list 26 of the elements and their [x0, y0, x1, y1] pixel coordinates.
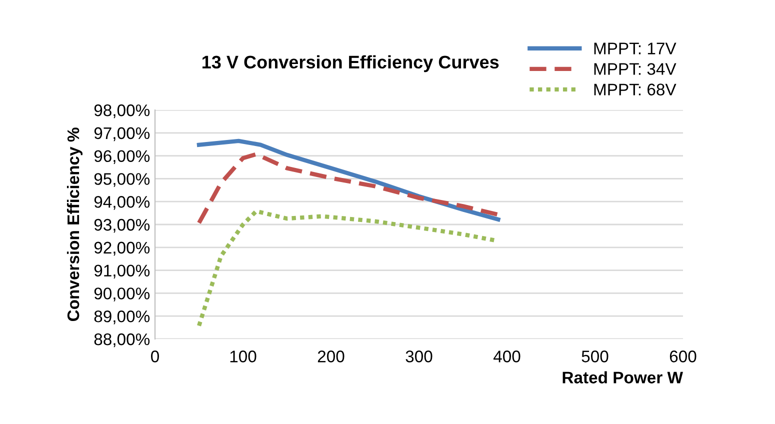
x-tick-label: 100 [230, 350, 256, 362]
x-tick-label: 200 [318, 350, 344, 362]
chart-title: 13 V Conversion Efficiency Curves [202, 55, 499, 72]
x-tick-label: 600 [670, 350, 696, 362]
y-tick-label: 94,00% [94, 196, 150, 210]
x-tick-label: 300 [406, 350, 432, 362]
y-tick-label: 98,00% [94, 104, 150, 118]
y-axis-title: Conversion Efficiency % [66, 128, 83, 322]
line-series [196, 138, 500, 222]
x-tick-label: 500 [582, 350, 608, 362]
x-tick-label: 0 [151, 350, 159, 362]
x-tick-label: 400 [493, 350, 520, 362]
y-tick-label: 93,00% [94, 218, 150, 233]
line-series [196, 152, 500, 225]
legend-label: MPPT: 34V [594, 63, 676, 75]
legend-label: MPPT: 17V [594, 42, 676, 54]
y-tick-label: 92,00% [94, 242, 150, 256]
y-tick-label: 97,00% [94, 127, 150, 142]
legend-label: MPPT: 68V [594, 84, 676, 96]
y-tick-label: 91,00% [94, 264, 150, 278]
x-axis-title: Rated Power W [562, 371, 683, 384]
y-tick-label: 89,00% [94, 310, 150, 324]
y-tick-label: 88,00% [94, 333, 150, 348]
y-tick-label: 95,00% [94, 173, 150, 187]
y-tick-label: 96,00% [94, 150, 150, 164]
y-tick-label: 90,00% [94, 288, 150, 302]
